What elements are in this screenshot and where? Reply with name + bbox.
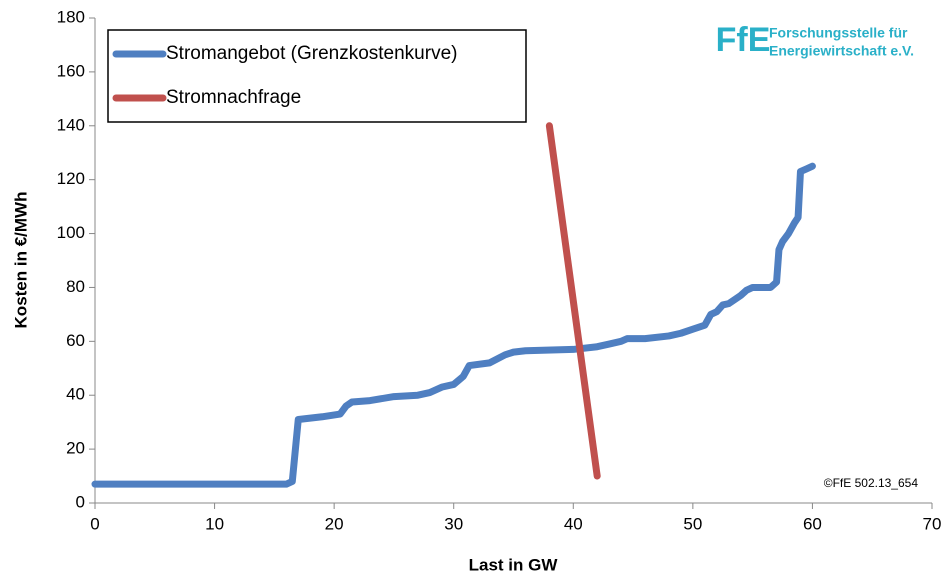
y-tick-label: 0 [76, 492, 85, 511]
series-line [91, 162, 816, 488]
y-tick-label: 20 [66, 439, 85, 458]
y-tick-label: 80 [66, 277, 85, 296]
x-tick-label: 0 [90, 514, 99, 533]
x-tick-label: 70 [923, 514, 942, 533]
x-tick-label: 40 [564, 514, 583, 533]
legend-box [107, 29, 527, 123]
x-tick-label: 50 [683, 514, 702, 533]
y-tick-label: 160 [57, 61, 85, 80]
y-axis-label: Kosten in €/MWh [11, 192, 30, 329]
logo-mark: FfE [716, 21, 771, 59]
y-tick-label: 180 [57, 7, 85, 26]
y-tick-label: 60 [66, 331, 85, 350]
x-tick-label: 20 [325, 514, 344, 533]
logo-text: Energiewirtschaft e.V. [769, 43, 914, 59]
x-tick-label: 10 [205, 514, 224, 533]
y-tick-label: 40 [66, 385, 85, 404]
x-axis-label: Last in GW [469, 555, 559, 574]
logo-text: Forschungsstelle für [769, 25, 908, 41]
x-tick-label: 60 [803, 514, 822, 533]
legend-label: Stromangebot (Grenzkostenkurve) [166, 43, 457, 64]
y-tick-label: 100 [57, 223, 85, 242]
x-tick-label: 30 [444, 514, 463, 533]
legend-label: Stromnachfrage [166, 87, 301, 108]
y-tick-label: 140 [57, 115, 85, 134]
series-line [545, 122, 601, 480]
y-tick-label: 120 [57, 169, 85, 188]
credit: ©FfE 502.13_654 [824, 476, 919, 490]
